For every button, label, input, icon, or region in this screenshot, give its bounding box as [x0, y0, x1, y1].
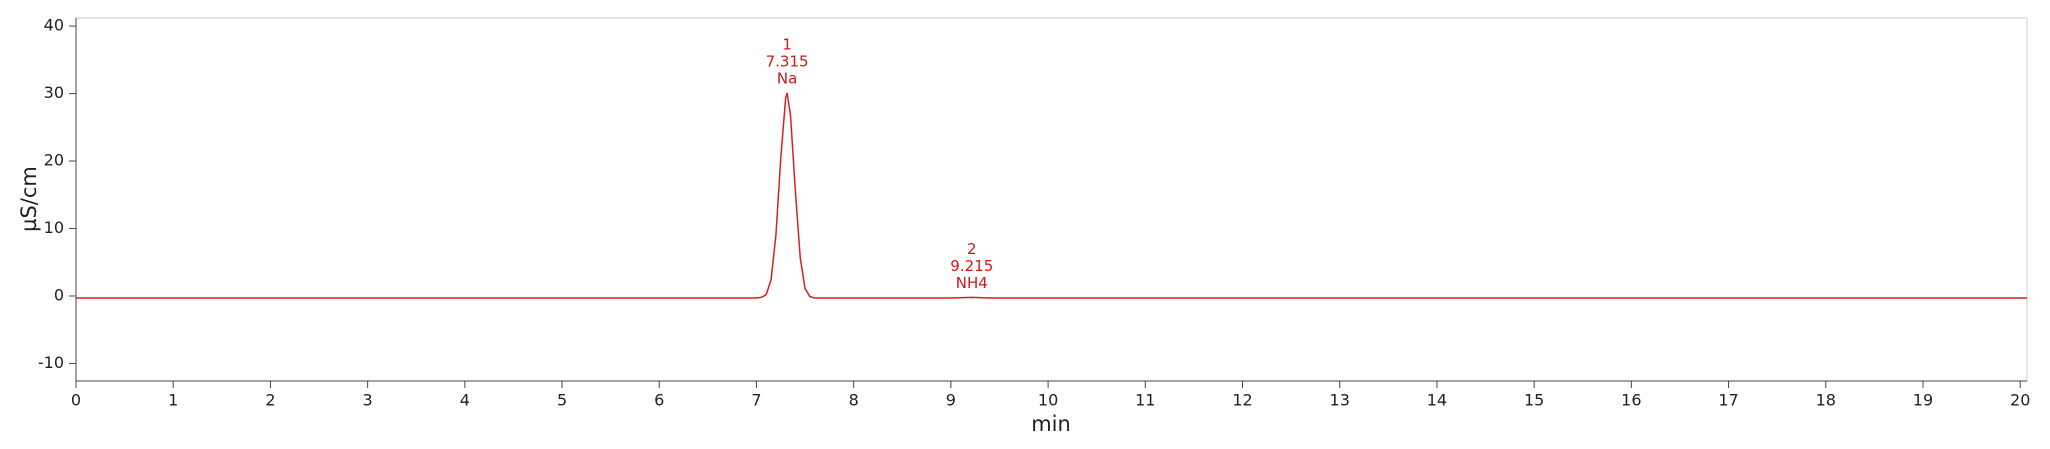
plot-frame — [75, 17, 2028, 382]
x-tick-label: 9 — [946, 391, 956, 410]
x-tick-label: 19 — [1913, 391, 1933, 410]
x-tick-label: 6 — [654, 391, 664, 410]
x-tick-label: 18 — [1816, 391, 1836, 410]
x-tick-label: 12 — [1232, 391, 1252, 410]
y-tick-label: 40 — [44, 16, 64, 35]
peak-annotation: NH4 — [956, 274, 988, 292]
x-tick-label: 5 — [557, 391, 567, 410]
x-tick-label: 15 — [1524, 391, 1544, 410]
x-tick-label: 1 — [168, 391, 178, 410]
x-tick-label: 17 — [1718, 391, 1738, 410]
x-tick-label: 7 — [751, 391, 761, 410]
x-tick-label: 16 — [1621, 391, 1641, 410]
y-tick-label: 10 — [44, 218, 64, 237]
x-axis-label: min — [1031, 412, 1071, 436]
x-tick-label: 0 — [71, 391, 81, 410]
x-tick-label: 3 — [363, 391, 373, 410]
peak-annotation: 9.215 — [950, 257, 993, 275]
x-tick-label: 13 — [1330, 391, 1350, 410]
y-tick-label: 20 — [44, 151, 64, 170]
x-tick-label: 11 — [1135, 391, 1155, 410]
peak-annotation: 2 — [967, 240, 977, 258]
peak-annotation: 1 — [782, 35, 792, 53]
peak-annotation: Na — [777, 69, 797, 87]
x-tick-label: 2 — [265, 391, 275, 410]
x-tick-label: 20 — [2010, 391, 2030, 410]
peak-annotation: 7.315 — [766, 52, 809, 70]
y-tick-label: 30 — [44, 83, 64, 102]
y-axis-label: µS/cm — [17, 166, 41, 232]
y-tick-label: 0 — [54, 285, 64, 304]
x-tick-label: 10 — [1038, 391, 1058, 410]
x-tick-label: 14 — [1427, 391, 1447, 410]
chromatogram-line — [76, 92, 2027, 299]
x-tick-label: 4 — [460, 391, 470, 410]
x-tick-label: 8 — [849, 391, 859, 410]
y-tick-label: -10 — [38, 353, 64, 372]
